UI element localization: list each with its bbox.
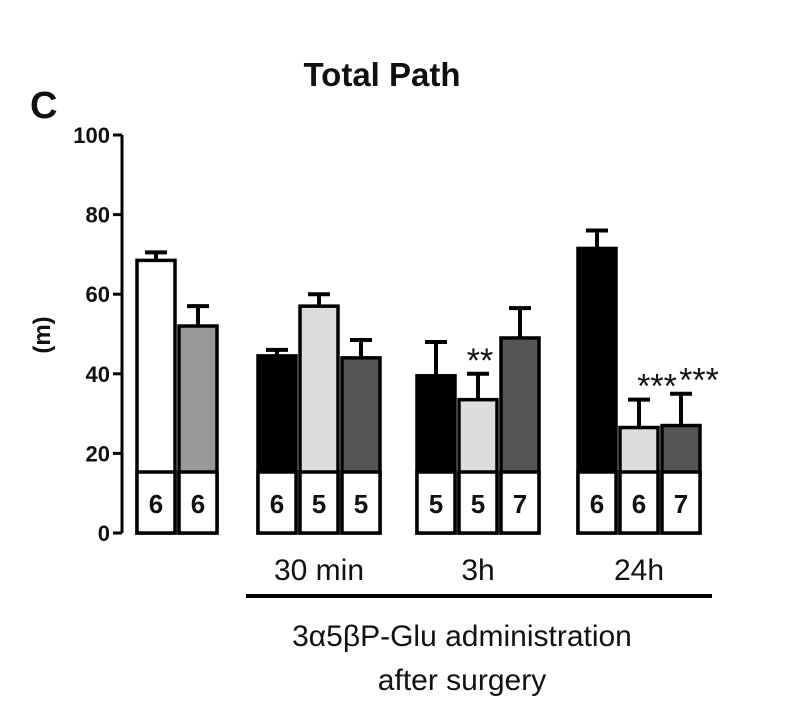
x-group-label: 3h xyxy=(461,554,494,587)
n-count-box xyxy=(499,470,541,535)
y-tick-label: 20 xyxy=(86,441,110,466)
y-tick-label: 100 xyxy=(73,123,110,148)
n-count-label: 5 xyxy=(471,489,485,519)
y-tick-label: 40 xyxy=(86,362,110,387)
n-count-label: 6 xyxy=(270,489,284,519)
n-count-label: 5 xyxy=(312,489,326,519)
n-count-box xyxy=(576,470,618,535)
significance-marker: ** xyxy=(467,342,493,380)
n-count-label: 6 xyxy=(590,489,604,519)
n-count-box xyxy=(135,470,177,535)
x-group-label: 24h xyxy=(614,554,664,587)
panel-letter: C xyxy=(30,85,57,127)
n-count-box xyxy=(618,470,660,535)
n-count-box xyxy=(660,470,702,535)
chart-title: Total Path xyxy=(303,56,460,93)
significance-marker: *** xyxy=(637,368,677,406)
footer-line-2: after surgery xyxy=(378,664,546,697)
y-tick-label: 0 xyxy=(98,521,110,546)
n-count-box xyxy=(340,470,382,535)
x-group-label: 30 min xyxy=(274,554,364,587)
n-count-box xyxy=(457,470,499,535)
n-count-label: 5 xyxy=(354,489,368,519)
y-axis-label: (m) xyxy=(29,316,56,353)
n-count-label: 6 xyxy=(149,489,163,519)
significance-marker: *** xyxy=(679,362,719,400)
footer-line-1: 3α5βP-Glu administration xyxy=(292,620,632,653)
y-tick-label: 60 xyxy=(86,282,110,307)
n-count-label: 7 xyxy=(674,489,688,519)
n-count-box xyxy=(298,470,340,535)
n-count-label: 7 xyxy=(513,489,527,519)
n-count-label: 6 xyxy=(191,489,205,519)
n-count-box xyxy=(177,470,219,535)
y-tick-label: 80 xyxy=(86,203,110,228)
n-count-label: 6 xyxy=(632,489,646,519)
n-count-box xyxy=(415,470,457,535)
n-count-label: 5 xyxy=(429,489,443,519)
n-count-box xyxy=(256,470,298,535)
